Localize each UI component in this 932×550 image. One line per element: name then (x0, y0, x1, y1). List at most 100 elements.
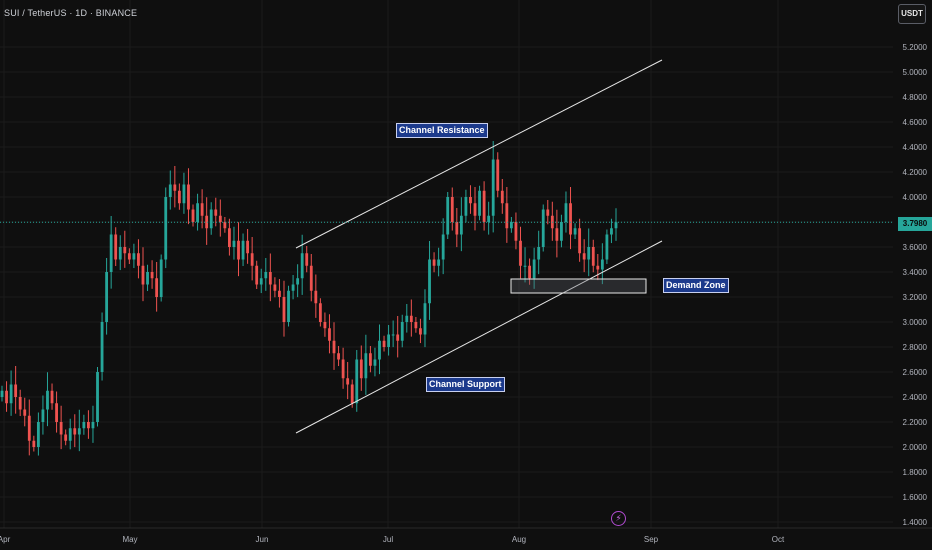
candle-body (77, 428, 81, 435)
lightning-icon[interactable]: ⚡ (611, 511, 626, 526)
candle-body (432, 259, 436, 266)
symbol-title[interactable]: SUI / TetherUS · 1D · BINANCE (4, 8, 138, 18)
candle-body (573, 228, 577, 235)
y-tick-label: 2.8000 (903, 343, 928, 352)
candle-body (400, 322, 404, 341)
currency-button[interactable]: USDT (898, 4, 926, 24)
candle-body (259, 278, 263, 285)
candle-body (246, 240, 250, 254)
price-axis[interactable]: 5.2000 5.0000 4.8000 4.6000 4.4000 4.2000 4.00… (903, 43, 928, 527)
candle-body (182, 184, 186, 204)
candle-body (300, 253, 304, 279)
time-axis[interactable]: Apr May Jun Jul Aug Sep Oct (0, 527, 932, 544)
y-tick-label: 3.2000 (903, 293, 928, 302)
demand-zone-rect[interactable] (510, 278, 647, 294)
candle-body (177, 190, 181, 204)
candle-body (378, 340, 381, 360)
candle-body (405, 315, 409, 322)
candle-body (591, 247, 595, 266)
y-tick-label: 3.0000 (903, 318, 928, 327)
candle-body (291, 284, 295, 291)
candle-body (318, 303, 322, 322)
y-tick-label: 3.6000 (903, 243, 928, 252)
candle-body (296, 278, 300, 285)
candle-body (41, 409, 45, 422)
candle-body (368, 353, 372, 366)
candle-body (605, 234, 609, 260)
candle-body (600, 259, 604, 270)
candle-body (123, 247, 127, 254)
channel-support-label[interactable]: Channel Support (426, 377, 505, 392)
candle-body (96, 372, 99, 422)
candle-body (68, 428, 72, 441)
candle-body (309, 265, 313, 291)
candle-body (514, 222, 518, 241)
y-tick-label: 2.6000 (903, 368, 928, 377)
candle-body (114, 234, 118, 260)
channel-support-line[interactable] (295, 240, 663, 434)
candle-body (150, 272, 154, 279)
grid-lines (0, 0, 893, 528)
y-tick-label: 4.8000 (903, 93, 928, 102)
candle-body (487, 215, 491, 222)
candle-body (396, 334, 400, 341)
candle-body (127, 253, 131, 260)
candle-body (173, 184, 177, 191)
candle-body (268, 272, 272, 285)
candle-body (537, 247, 541, 260)
candle-body (505, 203, 509, 229)
candle-body (482, 190, 486, 222)
candle-body (227, 228, 231, 247)
channel-resistance-line[interactable] (295, 59, 663, 249)
candle-body (564, 203, 568, 222)
candle-body (614, 222, 618, 229)
candle-body (478, 190, 481, 216)
x-tick-label: Oct (772, 535, 785, 544)
candle-body (450, 197, 454, 222)
candle-body (118, 247, 122, 260)
candle-body (232, 240, 236, 247)
candle-body (473, 203, 477, 216)
x-tick-label: Jul (383, 535, 393, 544)
candle-body (446, 197, 450, 235)
candle-body (5, 390, 8, 404)
candle-body (146, 272, 149, 285)
candle-body (264, 272, 268, 279)
candle-body (509, 222, 513, 229)
candle-body (587, 247, 591, 260)
y-tick-label: 1.4000 (903, 518, 928, 527)
candle-body (428, 259, 431, 304)
candle-body (46, 390, 49, 410)
candle-body (528, 265, 531, 279)
candle-body (305, 253, 309, 266)
candle-body (73, 428, 77, 435)
candle-body (314, 290, 318, 304)
channel-resistance-label[interactable]: Channel Resistance (396, 123, 488, 138)
y-tick-label: 4.0000 (903, 193, 928, 202)
chart-drawings (295, 59, 663, 434)
candle-body (582, 253, 586, 260)
candle-body (359, 359, 363, 379)
candle-body (109, 234, 113, 272)
candle-body (414, 322, 418, 329)
candle-body (419, 328, 422, 335)
candlestick-series (0, 141, 618, 456)
candle-body (23, 409, 27, 416)
candle-body (328, 328, 331, 341)
demand-zone-label[interactable]: Demand Zone (663, 278, 729, 293)
candle-body (373, 359, 377, 366)
y-tick-label: 4.6000 (903, 118, 928, 127)
candle-body (341, 359, 345, 379)
candle-body (205, 215, 209, 229)
candle-body (437, 259, 441, 266)
candle-body (59, 422, 63, 435)
candle-body (0, 390, 4, 397)
y-tick-label: 5.0000 (903, 68, 928, 77)
x-tick-label: Sep (644, 535, 659, 544)
candle-body (141, 265, 145, 285)
candle-body (214, 209, 218, 216)
x-tick-label: Aug (512, 535, 526, 544)
candle-body (237, 240, 240, 260)
candle-body (255, 265, 259, 285)
